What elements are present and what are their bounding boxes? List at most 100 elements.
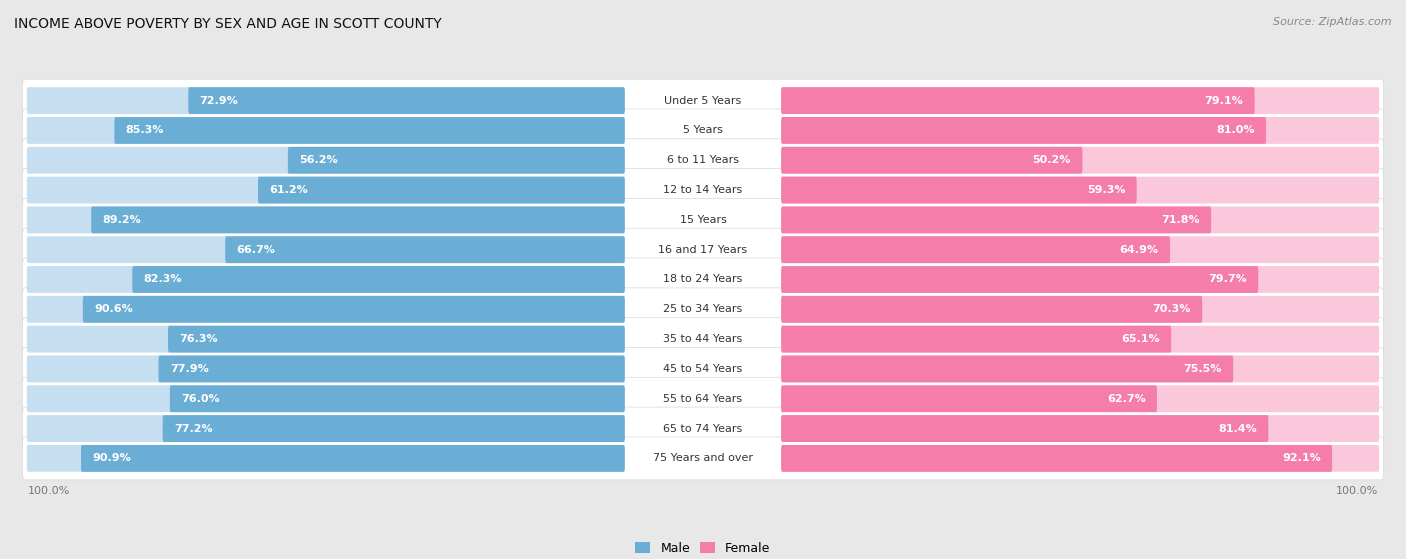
Text: 64.9%: 64.9% <box>1119 245 1159 255</box>
FancyBboxPatch shape <box>27 385 624 412</box>
FancyBboxPatch shape <box>782 117 1265 144</box>
FancyBboxPatch shape <box>22 437 1384 480</box>
Text: 65 to 74 Years: 65 to 74 Years <box>664 424 742 434</box>
FancyBboxPatch shape <box>163 415 624 442</box>
FancyBboxPatch shape <box>22 228 1384 271</box>
FancyBboxPatch shape <box>782 206 1211 233</box>
Text: 16 and 17 Years: 16 and 17 Years <box>658 245 748 255</box>
FancyBboxPatch shape <box>22 318 1384 361</box>
Text: 79.1%: 79.1% <box>1205 96 1243 106</box>
Text: 81.4%: 81.4% <box>1218 424 1257 434</box>
FancyBboxPatch shape <box>114 117 624 144</box>
FancyBboxPatch shape <box>169 326 624 353</box>
FancyBboxPatch shape <box>782 87 1379 114</box>
FancyBboxPatch shape <box>782 206 1379 233</box>
Text: 85.3%: 85.3% <box>125 125 165 135</box>
Text: 89.2%: 89.2% <box>103 215 141 225</box>
FancyBboxPatch shape <box>22 198 1384 241</box>
Text: 79.7%: 79.7% <box>1208 274 1247 285</box>
FancyBboxPatch shape <box>782 326 1171 353</box>
Legend: Male, Female: Male, Female <box>636 542 770 555</box>
FancyBboxPatch shape <box>22 139 1384 182</box>
FancyBboxPatch shape <box>782 266 1258 293</box>
FancyBboxPatch shape <box>782 296 1202 323</box>
FancyBboxPatch shape <box>782 356 1379 382</box>
Text: 82.3%: 82.3% <box>143 274 183 285</box>
Text: 25 to 34 Years: 25 to 34 Years <box>664 304 742 314</box>
Text: 45 to 54 Years: 45 to 54 Years <box>664 364 742 374</box>
FancyBboxPatch shape <box>782 326 1379 353</box>
Text: 56.2%: 56.2% <box>299 155 337 165</box>
Text: 75.5%: 75.5% <box>1184 364 1222 374</box>
Text: 77.2%: 77.2% <box>174 424 212 434</box>
FancyBboxPatch shape <box>782 415 1268 442</box>
FancyBboxPatch shape <box>782 236 1379 263</box>
FancyBboxPatch shape <box>27 87 624 114</box>
FancyBboxPatch shape <box>782 445 1331 472</box>
Text: Under 5 Years: Under 5 Years <box>665 96 741 106</box>
Text: 6 to 11 Years: 6 to 11 Years <box>666 155 740 165</box>
FancyBboxPatch shape <box>27 445 624 472</box>
FancyBboxPatch shape <box>27 266 624 293</box>
FancyBboxPatch shape <box>259 177 624 203</box>
Text: 90.6%: 90.6% <box>94 304 134 314</box>
FancyBboxPatch shape <box>782 356 1233 382</box>
Text: 15 Years: 15 Years <box>679 215 727 225</box>
Text: 100.0%: 100.0% <box>1336 486 1378 496</box>
FancyBboxPatch shape <box>22 169 1384 211</box>
Text: 70.3%: 70.3% <box>1153 304 1191 314</box>
FancyBboxPatch shape <box>782 385 1379 412</box>
Text: Source: ZipAtlas.com: Source: ZipAtlas.com <box>1274 17 1392 27</box>
FancyBboxPatch shape <box>27 206 624 233</box>
FancyBboxPatch shape <box>27 356 624 382</box>
Text: 90.9%: 90.9% <box>93 453 131 463</box>
FancyBboxPatch shape <box>782 147 1083 174</box>
Text: 66.7%: 66.7% <box>236 245 276 255</box>
Text: 5 Years: 5 Years <box>683 125 723 135</box>
FancyBboxPatch shape <box>782 177 1136 203</box>
Text: 61.2%: 61.2% <box>270 185 308 195</box>
Text: 50.2%: 50.2% <box>1032 155 1071 165</box>
FancyBboxPatch shape <box>27 296 624 323</box>
FancyBboxPatch shape <box>22 79 1384 122</box>
FancyBboxPatch shape <box>27 326 624 353</box>
FancyBboxPatch shape <box>782 296 1379 323</box>
Text: 65.1%: 65.1% <box>1121 334 1160 344</box>
FancyBboxPatch shape <box>22 258 1384 301</box>
FancyBboxPatch shape <box>188 87 624 114</box>
FancyBboxPatch shape <box>22 288 1384 331</box>
FancyBboxPatch shape <box>782 117 1379 144</box>
Text: 35 to 44 Years: 35 to 44 Years <box>664 334 742 344</box>
Text: 76.0%: 76.0% <box>181 394 219 404</box>
Text: 59.3%: 59.3% <box>1087 185 1125 195</box>
Text: 55 to 64 Years: 55 to 64 Years <box>664 394 742 404</box>
FancyBboxPatch shape <box>27 177 624 203</box>
FancyBboxPatch shape <box>27 415 624 442</box>
Text: 100.0%: 100.0% <box>28 486 70 496</box>
FancyBboxPatch shape <box>22 348 1384 390</box>
FancyBboxPatch shape <box>82 445 624 472</box>
FancyBboxPatch shape <box>22 407 1384 450</box>
Text: INCOME ABOVE POVERTY BY SEX AND AGE IN SCOTT COUNTY: INCOME ABOVE POVERTY BY SEX AND AGE IN S… <box>14 17 441 31</box>
Text: 81.0%: 81.0% <box>1216 125 1254 135</box>
FancyBboxPatch shape <box>782 177 1379 203</box>
FancyBboxPatch shape <box>782 415 1379 442</box>
FancyBboxPatch shape <box>27 147 624 174</box>
Text: 77.9%: 77.9% <box>170 364 208 374</box>
FancyBboxPatch shape <box>159 356 624 382</box>
FancyBboxPatch shape <box>22 109 1384 152</box>
Text: 12 to 14 Years: 12 to 14 Years <box>664 185 742 195</box>
FancyBboxPatch shape <box>782 385 1157 412</box>
FancyBboxPatch shape <box>27 117 624 144</box>
FancyBboxPatch shape <box>22 377 1384 420</box>
Text: 76.3%: 76.3% <box>180 334 218 344</box>
FancyBboxPatch shape <box>782 87 1254 114</box>
FancyBboxPatch shape <box>83 296 624 323</box>
Text: 72.9%: 72.9% <box>200 96 239 106</box>
FancyBboxPatch shape <box>782 266 1379 293</box>
FancyBboxPatch shape <box>27 236 624 263</box>
Text: 92.1%: 92.1% <box>1282 453 1320 463</box>
FancyBboxPatch shape <box>782 236 1170 263</box>
Text: 75 Years and over: 75 Years and over <box>652 453 754 463</box>
Text: 71.8%: 71.8% <box>1161 215 1199 225</box>
